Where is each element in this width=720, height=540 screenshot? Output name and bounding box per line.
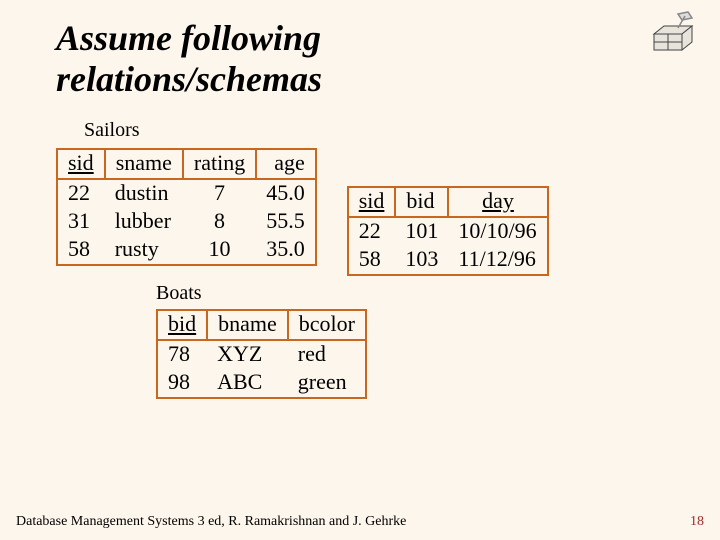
table-cell: 35.0 (256, 236, 316, 265)
footer-text: Database Management Systems 3 ed, R. Ram… (16, 514, 406, 530)
sailors-table: sidsnameratingage22dustin745.031lubber85… (56, 148, 317, 266)
table-cell: red (288, 340, 366, 369)
tables-row: sidsnameratingage22dustin745.031lubber85… (56, 148, 672, 276)
table-cell: 58 (57, 236, 105, 265)
brick-icon (648, 10, 706, 58)
sailors-label: Sailors (84, 119, 672, 142)
table-cell: 98 (157, 369, 207, 398)
table-cell: 31 (57, 208, 105, 236)
table-row: 22dustin745.0 (57, 179, 316, 208)
boats-table: bidbnamebcolor78XYZred98ABCgreen (156, 309, 367, 399)
table-cell: dustin (105, 179, 183, 208)
table-row: 98ABCgreen (157, 369, 366, 398)
table-cell: 45.0 (256, 179, 316, 208)
table-header: bname (207, 310, 288, 340)
table-cell: 22 (57, 179, 105, 208)
table-header: bid (395, 187, 448, 217)
table-row: 31lubber855.5 (57, 208, 316, 236)
table-cell: 103 (395, 246, 448, 275)
table-header: bcolor (288, 310, 366, 340)
table-cell: green (288, 369, 366, 398)
table-row: 58rusty1035.0 (57, 236, 316, 265)
table-row: 2210110/10/96 (348, 217, 548, 246)
table-cell: 11/12/96 (448, 246, 547, 275)
table-cell: 55.5 (256, 208, 316, 236)
table-cell: XYZ (207, 340, 288, 369)
table-row: 5810311/12/96 (348, 246, 548, 275)
table-header: sid (57, 149, 105, 179)
table-cell: 10/10/96 (448, 217, 547, 246)
table-header: sname (105, 149, 183, 179)
table-header: day (448, 187, 547, 217)
title-line2: relations/schemas (56, 59, 322, 99)
reserves-table: sidbidday2210110/10/965810311/12/96 (347, 186, 549, 276)
table-row: 78XYZred (157, 340, 366, 369)
boats-label: Boats (156, 282, 672, 305)
page-number: 18 (690, 514, 704, 530)
table-cell: 10 (183, 236, 256, 265)
table-cell: 101 (395, 217, 448, 246)
table-cell: 8 (183, 208, 256, 236)
table-header: age (256, 149, 316, 179)
table-cell: 7 (183, 179, 256, 208)
table-cell: 58 (348, 246, 396, 275)
table-cell: ABC (207, 369, 288, 398)
table-header: bid (157, 310, 207, 340)
slide-footer: Database Management Systems 3 ed, R. Ram… (16, 514, 704, 530)
table-cell: lubber (105, 208, 183, 236)
slide-title: Assume following relations/schemas (56, 18, 672, 101)
title-line1: Assume following (56, 18, 321, 58)
table-header: rating (183, 149, 256, 179)
table-cell: 22 (348, 217, 396, 246)
table-cell: 78 (157, 340, 207, 369)
table-header: sid (348, 187, 396, 217)
table-cell: rusty (105, 236, 183, 265)
